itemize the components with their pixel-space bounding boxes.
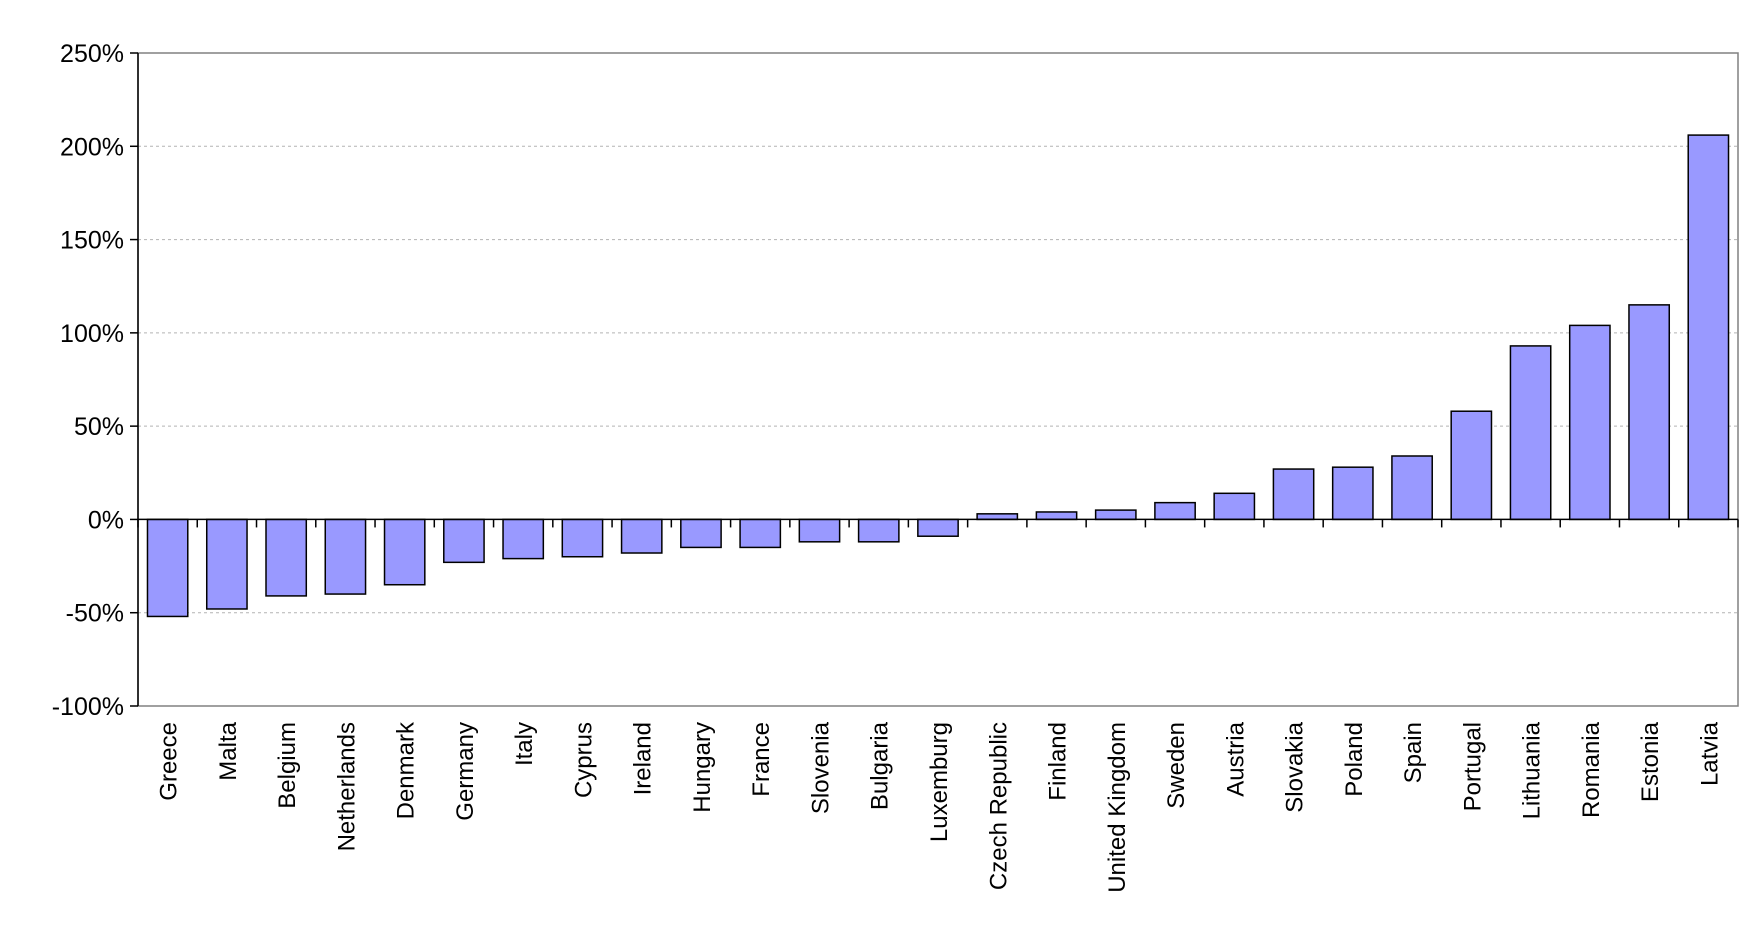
x-tick-label: Luxemburg [926,722,953,842]
bar-hungary [680,518,722,549]
x-tick-label: Latvia [1696,721,1723,786]
y-tick-label: 200% [60,133,124,161]
x-tick-label: Estonia [1637,721,1664,802]
bar-united-kingdom [1094,509,1137,521]
x-tick-label: Czech Republic [985,722,1012,890]
bar-cyprus [561,518,604,558]
gridlines [138,145,1738,614]
x-tick-label: Bulgaria [867,721,894,810]
bar-poland [1331,466,1374,521]
bar-ireland [620,518,663,554]
bar-netherlands [324,518,367,595]
bar-romania [1568,324,1611,521]
x-tick-label: Germany [452,722,479,821]
x-tick-label: United Kingdom [1104,722,1131,893]
x-tick-label: Ireland [630,722,657,795]
bar-austria [1213,492,1256,521]
x-tick-label: Slovenia [807,721,834,814]
x-tick-label: Greece [156,722,183,801]
x-tick-label: Sweden [1163,722,1190,809]
bar-belgium [265,518,308,597]
bar-sweden [1154,501,1196,521]
bar-germany [443,518,485,564]
x-tick-label: Portugal [1459,722,1486,811]
x-tick-label: Italy [511,722,538,766]
bar-lithuania [1509,345,1552,521]
x-tick-label: Spain [1400,722,1427,783]
y-tick-label: 50% [74,413,124,441]
bar-greece [146,518,189,618]
y-tick-label: 150% [60,227,124,255]
x-tick-label: Romania [1578,721,1605,818]
plot-area-border [137,52,1739,707]
x-tick-label: Austria [1222,721,1249,796]
x-tick-label: Malta [215,721,242,780]
y-tick-labels: -100% -50% 0% 50% 100% 150% 200% 250% [52,40,124,721]
x-tick-label: Cyprus [570,722,597,798]
bar-finland [1035,511,1078,521]
bar-denmark [383,518,426,586]
x-tick-label: Lithuania [1519,721,1546,819]
axes [130,52,1739,707]
x-tick-labels: Greece Malta Belgium Netherlands Denmark Germ… [156,721,1724,893]
x-tick-label: Slovakia [1282,721,1309,812]
x-tick-label: Belgium [274,722,301,809]
x-tick-label: Denmark [393,721,420,819]
bar-portugal [1450,410,1493,521]
y-tick-label: 250% [60,40,124,68]
bar-malta [205,518,248,610]
y-tick-label: -100% [52,693,124,721]
bar-estonia [1628,304,1671,521]
bar-latvia [1687,134,1730,521]
x-tick-label: Poland [1341,722,1368,797]
bar-bulgaria [857,518,900,543]
x-tick-label: France [748,722,775,797]
y-tick-label: 100% [60,320,124,348]
x-tick-label: Netherlands [333,722,360,851]
bar-luxemburg [917,518,959,537]
bar-slovenia [798,518,841,543]
bar-slovakia [1272,468,1315,521]
bar-italy [502,518,545,560]
y-tick-label: 0% [88,506,124,534]
bar-spain [1391,455,1433,521]
y-tick-label: -50% [66,600,124,628]
bar-france [739,518,782,549]
bar-czech-republic [976,513,1019,521]
bars [146,134,1730,618]
x-tick-label: Hungary [689,722,716,813]
x-tick-label: Finland [1045,722,1072,801]
